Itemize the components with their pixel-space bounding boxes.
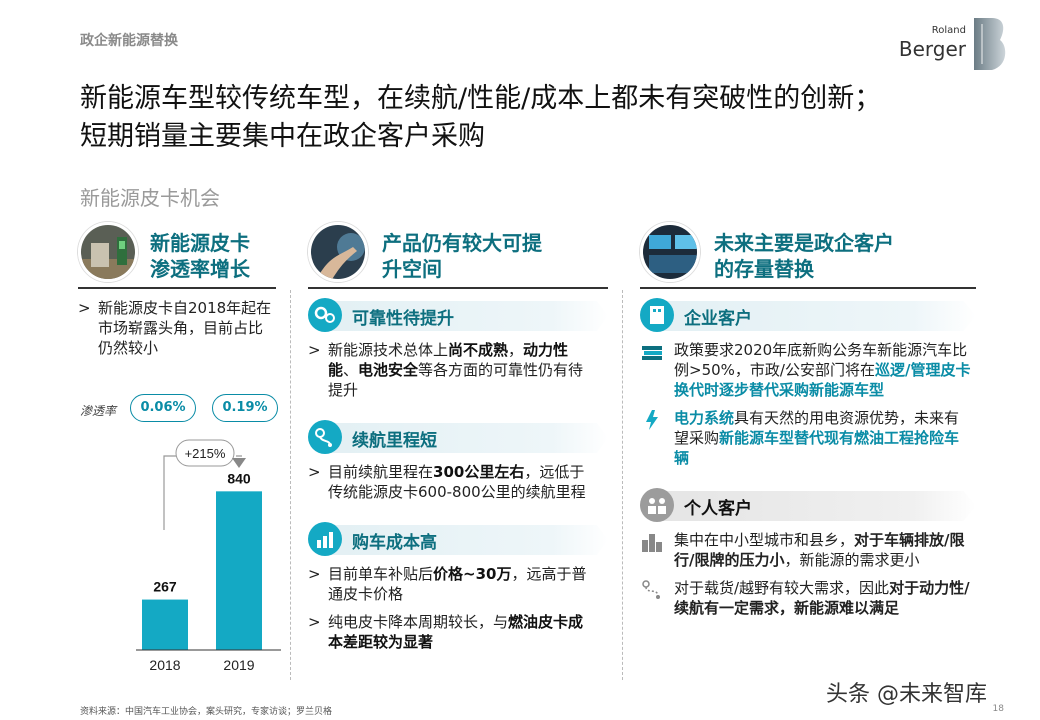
city-icon <box>640 530 664 554</box>
column-title: 未来主要是政企客户 的存量替换 <box>714 231 894 281</box>
section-header: 企业客户 <box>640 298 976 332</box>
bullet-text: > 新能源技术总体上尚不成熟，动力性能、电池安全等各方面的可靠性仍有待提升 <box>308 341 584 399</box>
growth-arrow-icon <box>232 458 246 468</box>
charging-photo-icon <box>78 222 138 282</box>
hand-tech-photo-icon <box>308 222 368 282</box>
bar-2018 <box>142 599 188 650</box>
building-icon <box>640 298 674 332</box>
logo-text-big: Berger <box>898 37 966 61</box>
column-divider <box>290 290 291 680</box>
section-header: 个人客户 <box>640 488 976 522</box>
penetration-pill-2019: 0.19% <box>212 394 278 422</box>
x-tick-label: 2018 <box>149 657 180 673</box>
logo-text-small: Roland <box>931 25 966 36</box>
source-note: 资料来源：中国汽车工业协会，案头研究，专家访谈；罗兰贝格 <box>80 707 333 717</box>
list-item: 集中在中小型城市和县乡，对于车辆排放/限行/限牌的压力小，新能源的需求更小 <box>640 530 974 570</box>
column-divider <box>622 290 623 680</box>
map-route-icon <box>640 578 664 602</box>
column-customers: 未来主要是政企客户 的存量替换 企业客户政策要求2020年底新购公务车新能源汽车… <box>640 222 976 628</box>
list-item: 政策要求2020年底新购公务车新能源汽车比例>50%，市政/公安部门将在巡逻/管… <box>640 340 974 400</box>
page-subtitle: 新能源皮卡机会 <box>80 186 220 210</box>
watermark: 头条 @未来智库 <box>826 682 987 707</box>
roland-berger-logo: Roland Berger <box>898 16 1010 74</box>
page-number: 18 <box>992 704 1004 714</box>
column-product: 产品仍有较大可提 升空间 可靠性待提升 > 新能源技术总体上尚不成熟，动力性能、电池… <box>308 222 608 662</box>
column-title: 产品仍有较大可提 升空间 <box>382 231 542 281</box>
column-title: 新能源皮卡 渗透率增长 <box>150 231 250 281</box>
section-header: 续航里程短 <box>308 420 608 454</box>
growth-bracket <box>163 455 242 530</box>
bullet-text: > 纯电皮卡降本周期较长，与燃油皮卡成本差距较为显著 <box>308 613 584 651</box>
penetration-pill-2018: 0.06% <box>130 394 196 422</box>
bar-2019 <box>216 491 262 650</box>
gears-icon <box>308 298 342 332</box>
list-item: 对于载货/越野有较大需求，因此对于动力性/续航有一定需求，新能源难以满足 <box>640 578 974 618</box>
bullet-text: > 新能源皮卡自2018年起在市场崭露头角，目前占比仍然较小 <box>78 299 272 357</box>
page-title: 新能源车型较传统车型，在续航/性能/成本上都未有突破性的创新； 短期销量主要集中… <box>80 83 882 152</box>
sales-bar-chart: +215% 267 2018 840 2019 <box>136 439 281 673</box>
growth-label: +215% <box>185 446 226 461</box>
list-item: 电力系统具有天然的用电资源优势，未来有望采购新能源车型替代现有燃油工程抢险车辆 <box>640 408 974 468</box>
x-tick-label: 2019 <box>223 657 254 673</box>
bar-value-label: 840 <box>227 470 251 486</box>
books-icon <box>640 340 664 364</box>
route-icon <box>308 420 342 454</box>
logo-b-mark-icon <box>974 18 1006 70</box>
people-icon <box>640 488 674 522</box>
section-header: 可靠性待提升 <box>308 298 608 332</box>
penetration-label: 渗透率 <box>80 404 117 418</box>
bar-value-label: 267 <box>153 579 177 595</box>
power-icon <box>640 408 664 432</box>
office-screens-photo-icon <box>640 222 700 282</box>
growth-badge <box>175 439 235 467</box>
column-penetration: 新能源皮卡 渗透率增长 > 新能源皮卡自2018年起在市场崭露头角，目前占比仍然较… <box>78 222 276 358</box>
cost-icon <box>308 522 342 556</box>
bullet-text: > 目前单车补贴后价格~30万，远高于普通皮卡价格 <box>308 565 587 603</box>
section-header: 购车成本高 <box>308 522 608 556</box>
breadcrumb: 政企新能源替换 <box>80 33 178 49</box>
bullet-text: > 目前续航里程在300公里左右，远低于传统能源皮卡600-800公里的续航里程 <box>308 463 586 501</box>
